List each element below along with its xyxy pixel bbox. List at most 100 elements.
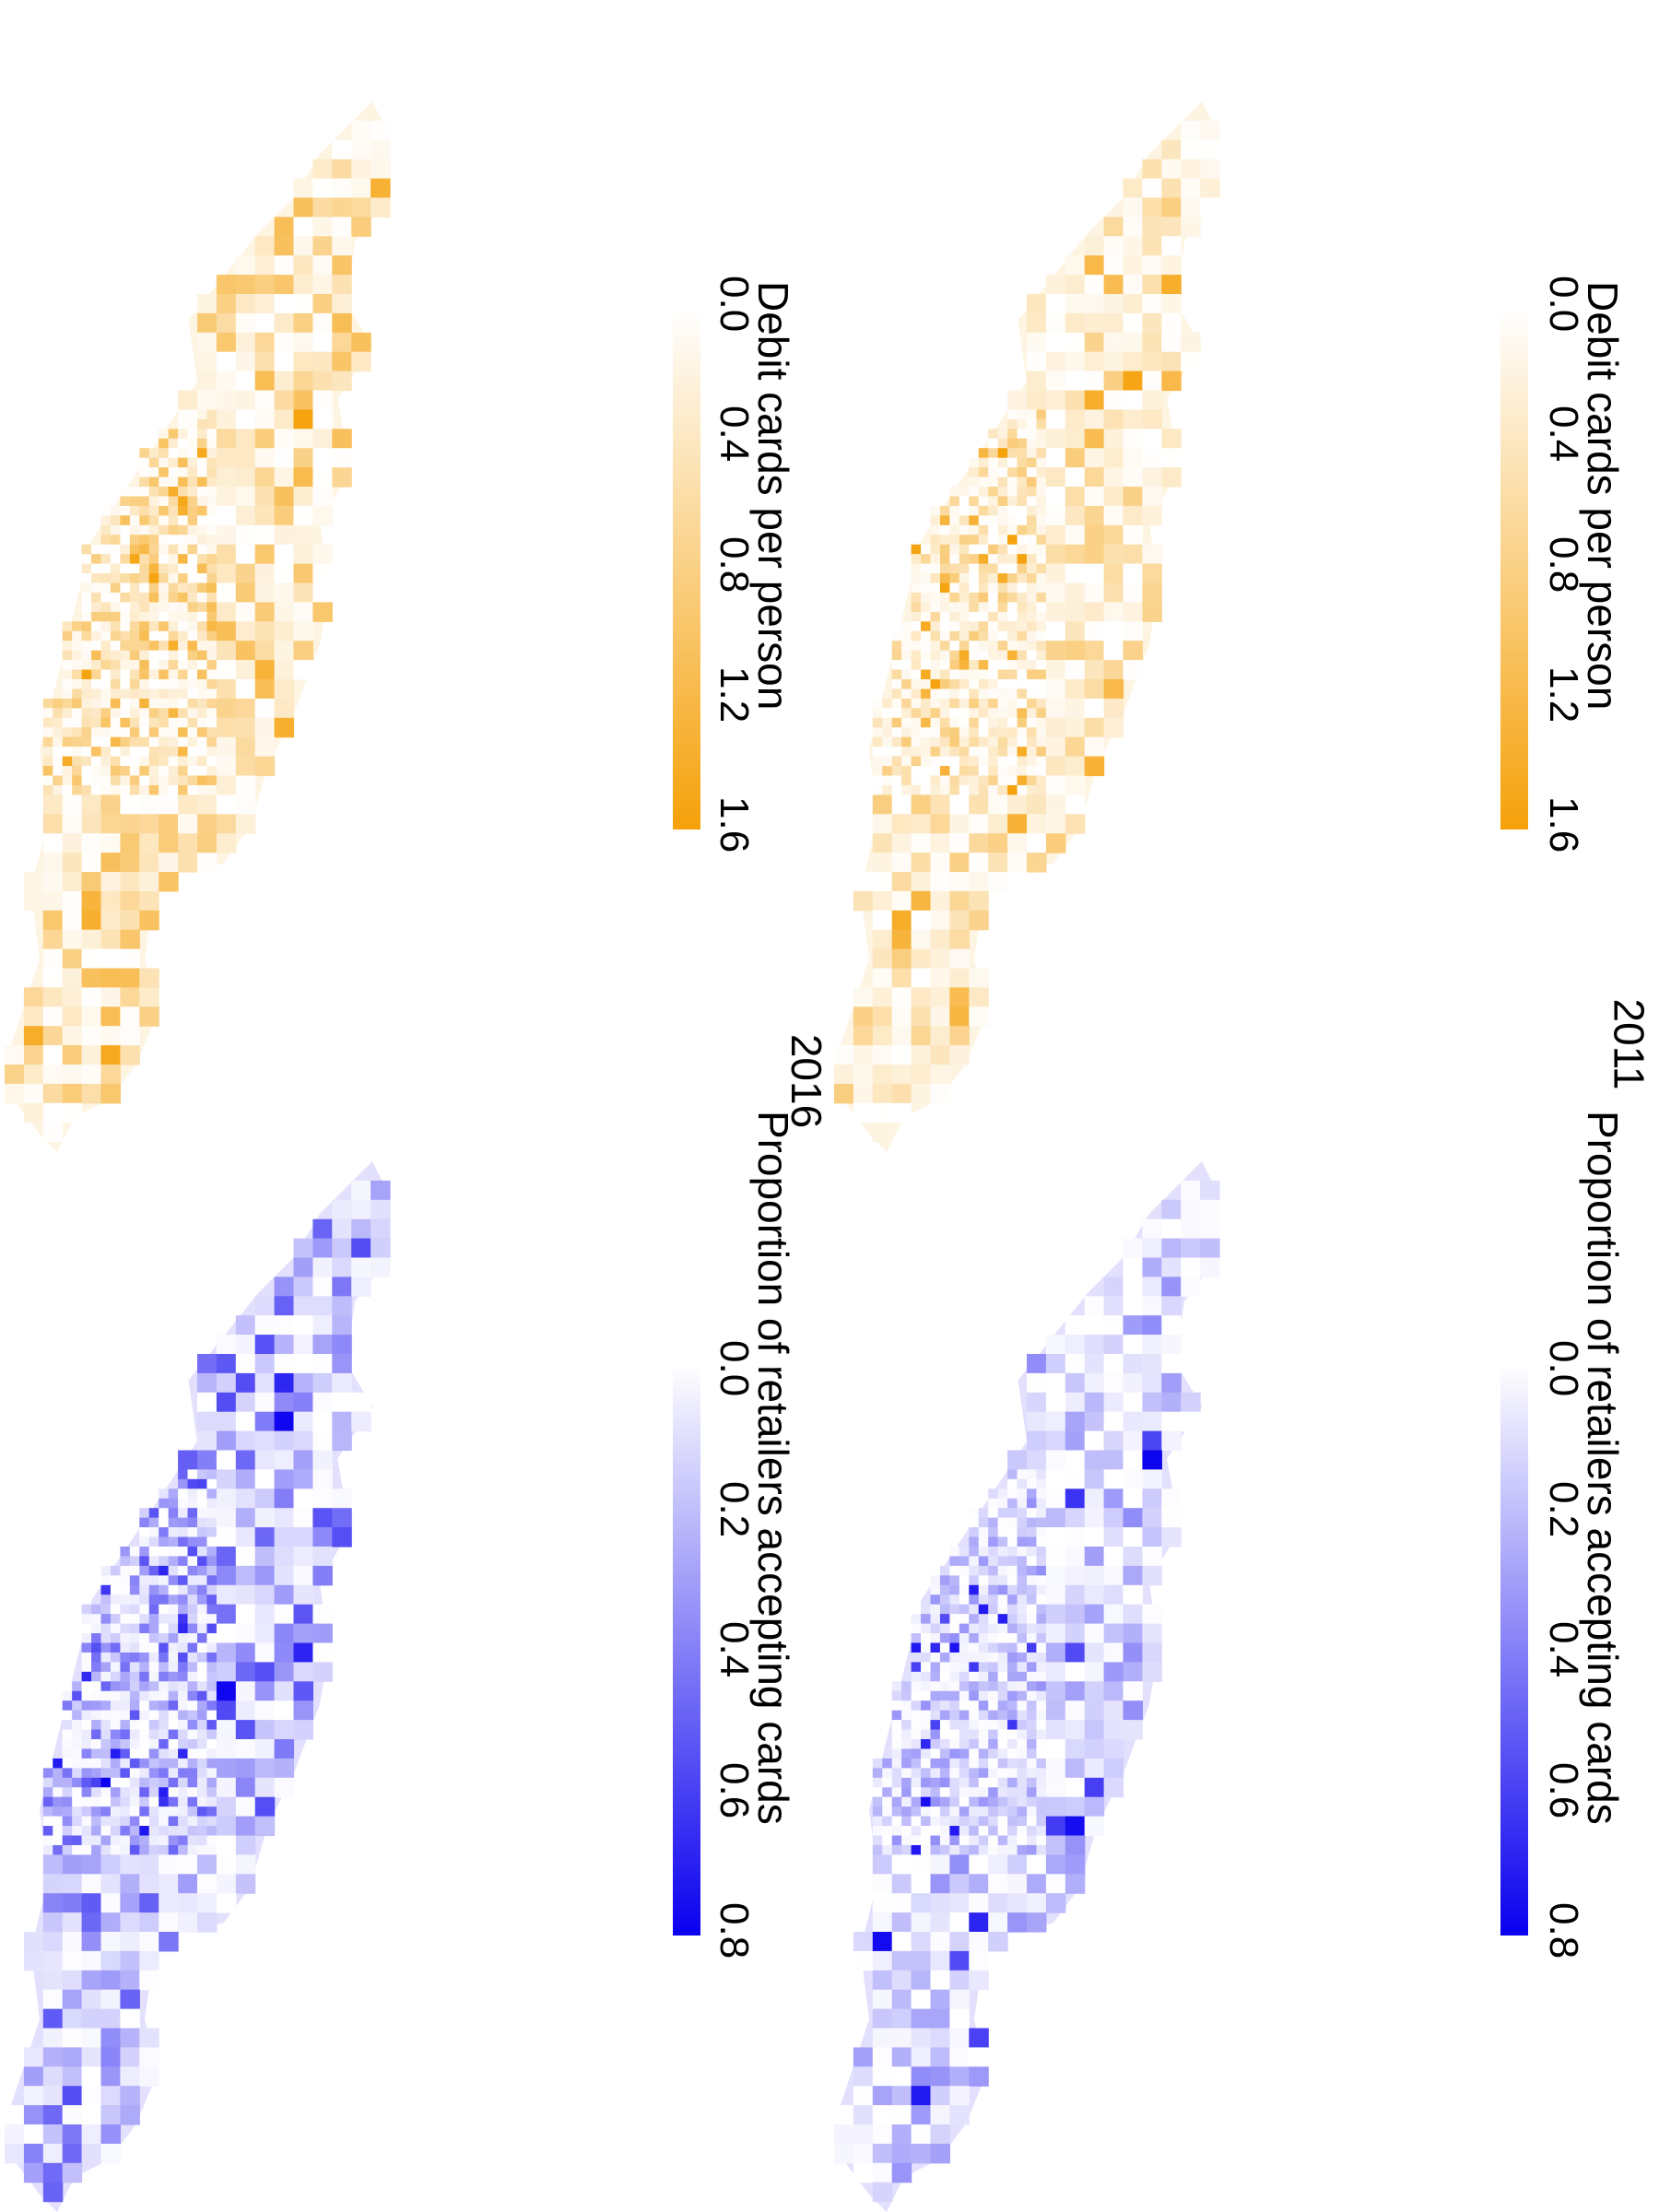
map-region xyxy=(274,371,295,392)
map-region xyxy=(139,1614,150,1625)
map-region xyxy=(1036,641,1047,652)
map-region xyxy=(216,544,237,565)
map-region xyxy=(959,698,970,709)
map-region xyxy=(988,602,999,613)
map-region xyxy=(1142,178,1162,199)
map-region xyxy=(1103,524,1124,546)
map-region xyxy=(100,1026,121,1046)
map-region xyxy=(939,1729,950,1740)
map-region xyxy=(1103,641,1124,661)
map-region xyxy=(939,1806,950,1818)
map-region xyxy=(120,1623,131,1634)
map-region xyxy=(42,775,53,786)
map-region xyxy=(1045,563,1066,584)
map-region xyxy=(978,1536,989,1547)
map-region xyxy=(1084,1508,1105,1528)
map-region xyxy=(235,698,256,719)
map-region xyxy=(129,784,140,795)
map-region xyxy=(959,1748,970,1759)
map-region xyxy=(197,1893,218,1913)
map-region xyxy=(139,727,150,738)
map-region xyxy=(62,1970,83,1991)
map-region xyxy=(949,833,970,853)
map-region xyxy=(1027,775,1038,786)
map-region xyxy=(139,1816,150,1827)
map-region xyxy=(921,650,932,661)
map-region xyxy=(949,1720,960,1731)
map-region xyxy=(1045,1739,1066,1759)
map-region xyxy=(187,496,198,507)
map-region xyxy=(100,544,112,555)
map-region xyxy=(1181,332,1201,353)
map-region xyxy=(930,1748,941,1759)
map-region xyxy=(254,448,276,468)
map-region xyxy=(216,679,237,700)
map-region xyxy=(949,853,970,873)
map-region xyxy=(148,602,159,613)
map-region xyxy=(997,457,1008,468)
map-region xyxy=(216,660,237,680)
map-region xyxy=(100,1816,112,1827)
map-region xyxy=(921,756,932,767)
map-region xyxy=(139,698,150,709)
map-region xyxy=(1123,1527,1143,1547)
map-region xyxy=(129,1796,140,1807)
map-region xyxy=(91,1642,102,1653)
map-region xyxy=(882,1816,893,1827)
map-region xyxy=(254,351,276,372)
map-region xyxy=(139,1662,150,1673)
map-region xyxy=(148,698,159,709)
map-region xyxy=(62,987,83,1007)
map-region xyxy=(254,1796,276,1818)
map-region xyxy=(1142,429,1162,449)
map-region xyxy=(120,814,140,834)
map-region xyxy=(5,1065,25,1085)
map-region xyxy=(197,524,208,535)
map-region xyxy=(988,717,999,728)
map-region xyxy=(206,1527,218,1538)
map-region xyxy=(206,409,218,420)
map-region xyxy=(1123,1700,1143,1721)
map-region xyxy=(988,544,999,555)
map-region xyxy=(969,784,980,795)
map-region xyxy=(187,429,198,440)
map-region xyxy=(1103,1392,1124,1413)
map-region xyxy=(293,197,313,218)
map-region xyxy=(891,1806,902,1818)
map-region xyxy=(930,708,941,719)
map-region xyxy=(882,727,893,738)
map-region xyxy=(274,275,295,295)
map-region xyxy=(921,1787,932,1798)
map-region xyxy=(969,1575,980,1586)
map-region xyxy=(235,756,256,777)
map-region xyxy=(949,929,970,950)
map-region xyxy=(939,563,950,574)
map-region xyxy=(930,1594,941,1606)
map-region xyxy=(235,1777,256,1798)
map-region xyxy=(1027,418,1038,429)
map-region xyxy=(1036,784,1047,795)
map-region xyxy=(168,1604,179,1615)
map-region xyxy=(42,1970,64,1991)
map-region xyxy=(959,1758,970,1769)
map-region xyxy=(891,1796,902,1807)
map-region xyxy=(1084,524,1105,546)
map-region xyxy=(959,1681,970,1692)
map-region xyxy=(901,1748,912,1759)
map-region xyxy=(978,582,989,594)
map-region xyxy=(178,535,189,546)
map-region xyxy=(969,630,980,641)
map-region xyxy=(91,592,102,603)
map-region xyxy=(23,2047,44,2067)
map-region xyxy=(1027,312,1047,334)
map-region xyxy=(216,1604,237,1625)
map-region xyxy=(62,1700,73,1712)
map-region xyxy=(1084,351,1105,372)
map-region xyxy=(274,1508,295,1528)
map-region xyxy=(42,1083,64,1104)
map-region xyxy=(351,197,371,218)
map-region xyxy=(187,1681,198,1692)
map-region xyxy=(100,2105,121,2125)
map-region xyxy=(969,467,980,478)
map-region xyxy=(1007,1739,1018,1750)
